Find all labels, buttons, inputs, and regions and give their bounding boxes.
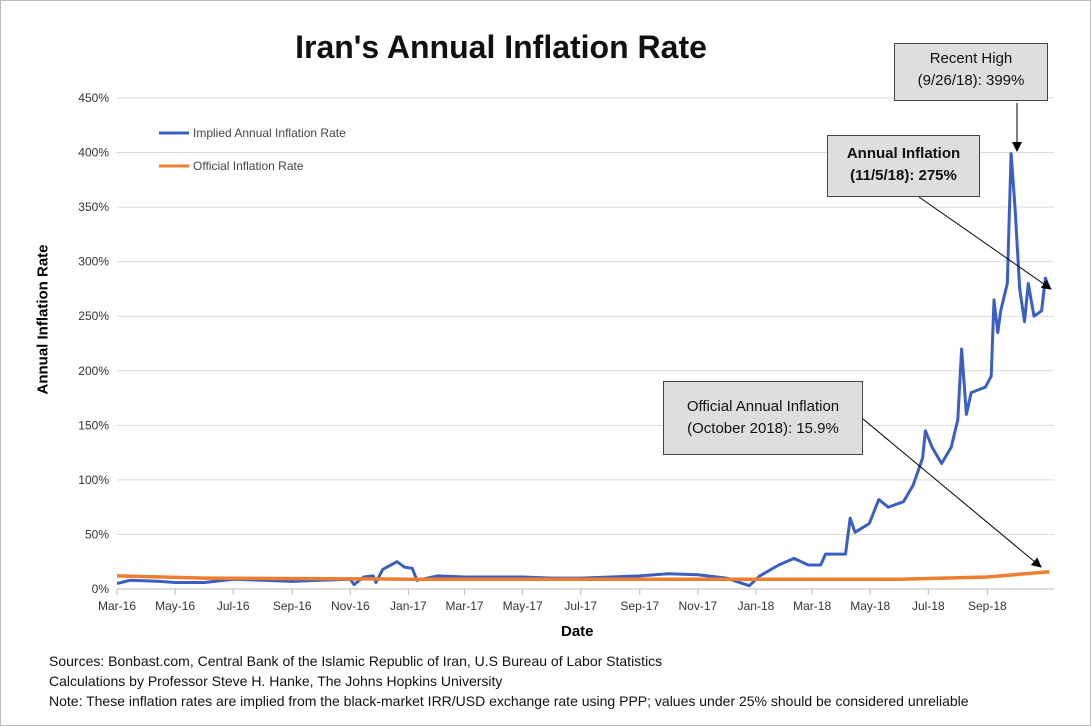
source-line: Sources: Bonbast.com, Central Bank of th… — [49, 653, 663, 669]
y-tick-label: 350% — [78, 200, 109, 214]
series-line-implied — [116, 152, 1051, 588]
y-tick-label: 50% — [85, 527, 109, 541]
x-tick-label: Mar-16 — [98, 599, 136, 613]
x-tick-label: May-16 — [155, 599, 195, 613]
annotation-official-inflation: Official Annual Inflation (October 2018)… — [663, 381, 863, 455]
y-tick-label: 250% — [78, 309, 109, 323]
annotation-text: (11/5/18): 275% — [850, 167, 957, 184]
calculation-line: Calculations by Professor Steve H. Hanke… — [49, 673, 503, 689]
x-axis-label: Date — [561, 623, 594, 640]
y-tick-label: 0% — [92, 582, 110, 596]
source-notes: Sources: Bonbast.com, Central Bank of th… — [49, 651, 969, 711]
x-tick-label: Jul-16 — [217, 599, 250, 613]
x-tick-label: Nov-17 — [679, 599, 718, 613]
annotation-text: Recent High — [929, 50, 1013, 67]
chart-title: Iran's Annual Inflation Rate — [295, 29, 707, 65]
legend: Implied Annual Inflation Rate Official I… — [159, 126, 346, 173]
annotation-annual-inflation: Annual Inflation (11/5/18): 275% — [827, 135, 980, 197]
y-tick-label: 100% — [78, 473, 109, 487]
y-tick-label: 300% — [78, 255, 109, 269]
arrow-annual-inflation — [918, 196, 1052, 290]
note-line: Note: These inflation rates are implied … — [49, 693, 969, 709]
y-tick-label: 150% — [78, 418, 109, 432]
x-tick-label: Mar-18 — [793, 599, 831, 613]
x-tick-label: Jan-17 — [390, 599, 427, 613]
x-tick-label: Jul-17 — [564, 599, 597, 613]
annotation-text: Official Annual Inflation — [686, 398, 840, 415]
x-tick-label: Sep-16 — [273, 599, 312, 613]
annotation-text: (October 2018): 15.9% — [687, 420, 839, 437]
x-tick-label: Sep-17 — [620, 599, 659, 613]
x-tick-label: May-17 — [503, 599, 543, 613]
x-tick-label: Sep-18 — [968, 599, 1007, 613]
annotation-text: (9/26/18): 399% — [917, 72, 1025, 89]
x-tick-label: Jul-18 — [912, 599, 945, 613]
arrow-official-inflation — [862, 418, 1042, 568]
legend-label-implied: Implied Annual Inflation Rate — [193, 126, 346, 140]
annotation-text: Annual Inflation — [846, 145, 961, 162]
y-tick-label: 400% — [78, 146, 109, 160]
x-tick-label: May-18 — [850, 599, 890, 613]
y-tick-label: 450% — [78, 91, 109, 105]
legend-label-official: Official Inflation Rate — [193, 159, 304, 173]
x-tick-label: Mar-17 — [446, 599, 484, 613]
x-tick-label: Nov-16 — [331, 599, 370, 613]
x-tick-label: Jan-18 — [738, 599, 775, 613]
annotation-recent-high: Recent High (9/26/18): 399% — [894, 43, 1048, 101]
series-line-official — [116, 569, 1050, 581]
y-tick-label: 200% — [78, 364, 109, 378]
